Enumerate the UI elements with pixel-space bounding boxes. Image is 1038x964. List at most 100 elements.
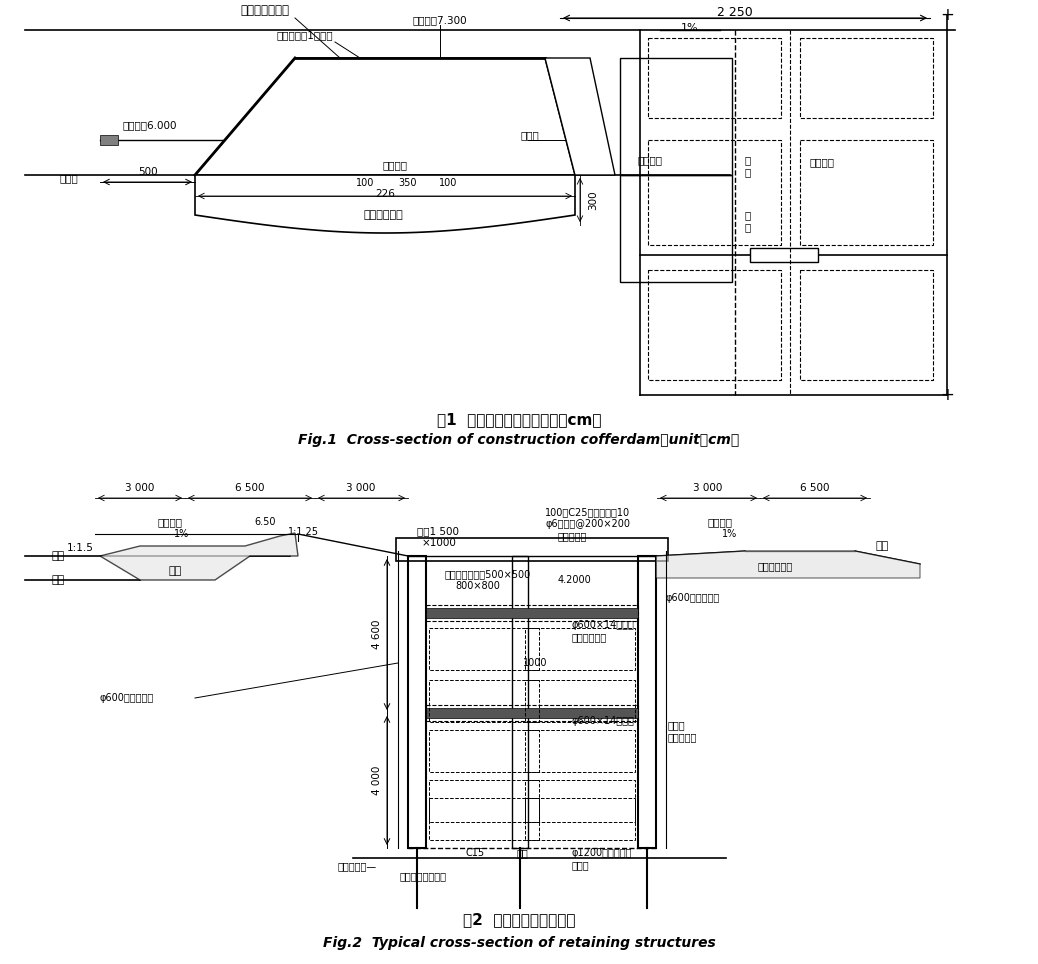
Text: 地下连续墙—: 地下连续墙—	[338, 861, 377, 871]
Bar	[750, 248, 818, 262]
Bar	[525, 730, 635, 772]
Bar	[429, 680, 539, 722]
Text: 线: 线	[745, 222, 752, 232]
Polygon shape	[656, 551, 920, 578]
Text: Fig.1  Cross-section of construction cofferdam（unit：cm）: Fig.1 Cross-section of construction coff…	[298, 433, 740, 447]
Bar	[426, 605, 638, 621]
Text: 钢筋混凝土支撑500×500: 钢筋混凝土支撑500×500	[445, 569, 531, 579]
Text: 中: 中	[745, 210, 752, 220]
Bar	[426, 608, 638, 618]
Text: 反滤层: 反滤层	[521, 130, 540, 140]
Bar	[800, 38, 933, 118]
Bar	[525, 780, 635, 822]
Bar	[800, 270, 933, 380]
Text: 350: 350	[399, 178, 417, 188]
Text: 2 250: 2 250	[717, 6, 753, 18]
Text: 局部双拼钢管: 局部双拼钢管	[572, 632, 607, 642]
Text: +: +	[940, 6, 954, 24]
Bar	[525, 798, 635, 840]
Text: C15: C15	[465, 848, 485, 858]
Text: 图1  施工围堰横断面（单位：cm）: 图1 施工围堰横断面（单位：cm）	[437, 413, 601, 427]
Text: 湖底面线: 湖底面线	[810, 157, 835, 167]
Text: 800×800: 800×800	[455, 581, 500, 591]
Text: 4 600: 4 600	[372, 619, 382, 649]
Text: 4 000: 4 000	[372, 765, 382, 794]
Text: 黏土填筑: 黏土填筑	[637, 155, 662, 165]
Text: 湖底: 湖底	[52, 575, 65, 585]
Text: 围堰填筑黏土: 围堰填筑黏土	[758, 561, 793, 571]
Text: 抛填片石: 抛填片石	[382, 160, 408, 170]
Bar	[620, 175, 732, 282]
Text: 湖底面: 湖底面	[60, 173, 79, 183]
Text: 中立柱: 中立柱	[572, 860, 590, 870]
Bar	[397, 538, 668, 561]
Text: 6 500: 6 500	[800, 483, 829, 493]
Text: φ600双管旋喷桩: φ600双管旋喷桩	[665, 593, 719, 603]
Text: 路: 路	[745, 167, 752, 177]
Text: 4.2000: 4.2000	[558, 575, 592, 585]
Polygon shape	[195, 58, 575, 175]
Text: 施工便道: 施工便道	[158, 517, 183, 527]
Text: 300: 300	[588, 190, 598, 210]
Text: 图2  支护结构典型横断面: 图2 支护结构典型横断面	[463, 913, 575, 927]
Text: 100: 100	[439, 178, 457, 188]
Bar	[429, 628, 539, 670]
Bar	[429, 780, 539, 822]
Text: 砖砌截水沟: 砖砌截水沟	[558, 531, 588, 541]
Bar	[648, 38, 781, 118]
Text: φ600×14钢支撑: φ600×14钢支撑	[572, 716, 635, 726]
Text: φ6钢筋网@200×200: φ6钢筋网@200×200	[545, 519, 630, 529]
Bar	[426, 708, 638, 718]
Text: 线: 线	[745, 155, 752, 165]
Text: 3 000: 3 000	[347, 483, 376, 493]
Text: φ600双管旋喷桩: φ600双管旋喷桩	[100, 693, 155, 703]
Bar	[620, 58, 732, 175]
Text: 基坑: 基坑	[516, 848, 528, 858]
Text: 连续墙: 连续墙	[668, 720, 686, 730]
Text: ×1000: ×1000	[422, 538, 457, 548]
Bar	[648, 140, 781, 245]
Text: 1:1.25: 1:1.25	[288, 527, 319, 537]
Bar	[525, 628, 635, 670]
Text: φ600×14钢支撑: φ600×14钢支撑	[572, 620, 635, 630]
Bar	[638, 556, 656, 848]
Text: 施工便道: 施工便道	[708, 517, 733, 527]
Text: 防渗复合土工膜: 防渗复合土工膜	[241, 4, 290, 16]
Text: 堤岸: 堤岸	[875, 541, 889, 551]
Text: +: +	[940, 386, 954, 404]
Text: 1:1.5: 1:1.5	[66, 543, 93, 553]
Text: 3 000: 3 000	[126, 483, 155, 493]
Text: 压土袋码砌1层土袋: 压土袋码砌1层土袋	[277, 30, 333, 40]
Text: 1000: 1000	[523, 658, 547, 668]
Text: 100厚C25网喷混凝土10: 100厚C25网喷混凝土10	[545, 507, 630, 517]
Bar	[429, 730, 539, 772]
Text: 围堰: 围堰	[168, 566, 182, 576]
Polygon shape	[100, 533, 298, 580]
Bar	[648, 270, 781, 380]
Text: 226: 226	[375, 189, 394, 199]
Text: 湖水水位6.000: 湖水水位6.000	[122, 120, 177, 130]
Bar	[100, 135, 118, 145]
Text: 1%: 1%	[681, 23, 699, 33]
Text: 3 000: 3 000	[693, 483, 722, 493]
Bar	[429, 798, 539, 840]
Polygon shape	[195, 175, 575, 233]
Polygon shape	[545, 58, 614, 175]
Text: 6.50: 6.50	[254, 517, 276, 527]
Text: 湖面: 湖面	[52, 551, 65, 561]
Bar	[512, 556, 528, 848]
Bar	[408, 556, 426, 848]
Text: φ1200钻孔灌注桩: φ1200钻孔灌注桩	[572, 848, 632, 858]
Text: 堰顶高程7.300: 堰顶高程7.300	[413, 15, 467, 25]
Bar	[525, 680, 635, 722]
Text: 1%: 1%	[174, 529, 190, 539]
Text: Fig.2  Typical cross-section of retaining structures: Fig.2 Typical cross-section of retaining…	[323, 936, 715, 950]
Text: 6 500: 6 500	[236, 483, 265, 493]
Bar	[426, 705, 638, 721]
Text: 抛石挤淤换填: 抛石挤淤换填	[363, 210, 403, 220]
Text: 100: 100	[356, 178, 374, 188]
Text: 500: 500	[138, 167, 158, 177]
Text: 混凝土垫层底面线: 混凝土垫层底面线	[400, 871, 447, 881]
Bar	[800, 140, 933, 245]
Text: 1%: 1%	[722, 529, 738, 539]
